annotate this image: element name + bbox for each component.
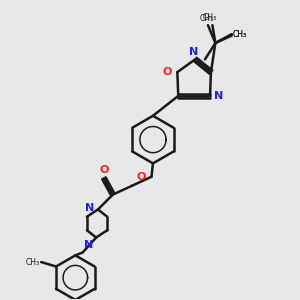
Text: CH₃: CH₃ [232,30,247,39]
Text: CH₃: CH₃ [26,258,40,267]
Text: O: O [99,165,109,175]
Text: CH₃: CH₃ [200,14,214,23]
Text: N: N [214,91,223,101]
Text: N: N [85,203,94,213]
Text: CH₃: CH₃ [203,13,217,22]
Text: O: O [163,67,172,77]
Text: O: O [137,172,146,182]
Text: CH₃: CH₃ [232,31,247,40]
Text: N: N [84,240,93,250]
Text: N: N [189,47,198,57]
